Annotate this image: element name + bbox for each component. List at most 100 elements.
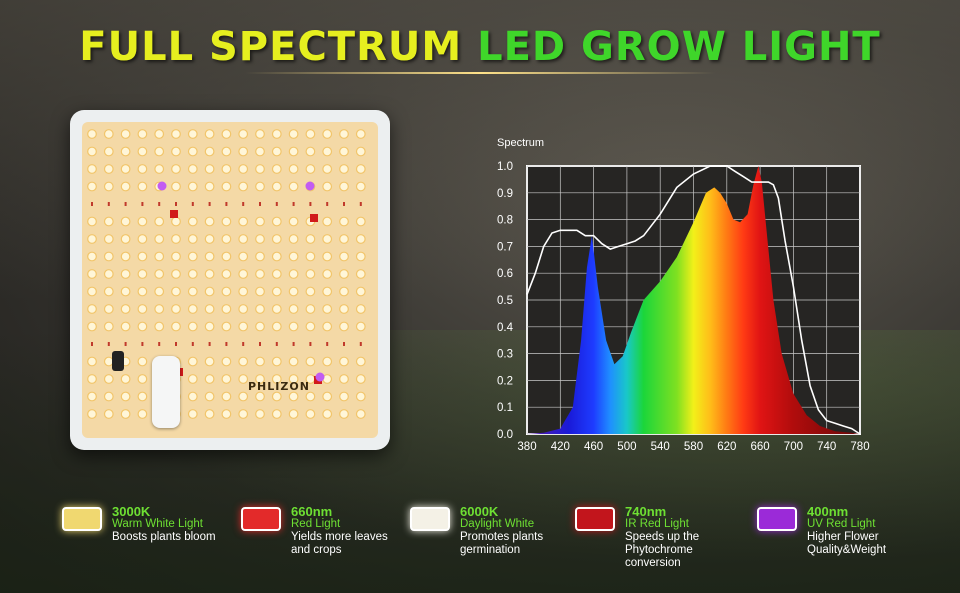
white-led [339,269,349,279]
white-led [120,234,131,244]
white-led [355,409,366,419]
white-led [87,146,97,157]
white-led [204,391,215,402]
white-led [305,234,316,244]
white-led [305,269,316,279]
white-led [339,146,349,157]
x-tick-label: 700 [784,441,803,453]
white-led [238,181,249,192]
title-underline [245,72,715,74]
white-led [103,146,114,157]
white-led [288,216,299,227]
x-tick-label: 420 [551,441,570,453]
white-led [322,321,333,332]
white-led [322,304,333,314]
ir-diode [175,342,177,346]
white-led [339,251,349,262]
white-led [204,164,215,174]
white-led [154,321,165,332]
white-led [87,129,97,139]
spectrum-chart: Spectrum 0.0 0.1 0.2 0.3 0.4 0.5 0.6 0.7 0.8 0.9 1… [470,130,880,460]
white-led [271,286,282,297]
white-led [187,216,198,227]
white-led [171,129,181,139]
white-led [238,164,249,174]
ir-diode [359,202,362,206]
white-led [271,356,282,367]
white-led [238,129,249,139]
white-led [137,391,148,402]
white-led [255,129,265,139]
y-tick-label: 0.6 [497,268,513,280]
ir-diode [107,342,110,346]
white-led [271,374,282,384]
white-led [120,304,131,314]
white-led [238,304,249,314]
legend-subtitle: Red Light [291,518,341,530]
white-led [120,146,131,157]
white-led [305,356,316,367]
white-led [305,164,316,174]
white-led [120,286,131,297]
white-led [288,304,299,314]
white-led [171,181,181,192]
white-led [355,374,366,384]
white-led [255,164,265,174]
white-led [271,234,282,244]
white-led [137,234,148,244]
white-led [322,181,333,192]
white-led [271,269,282,279]
white-led [187,129,198,139]
ir-diode [91,202,93,206]
white-led [221,321,232,332]
white-led [322,409,333,419]
white-led [288,234,299,244]
white-led [154,286,165,297]
y-tick-label: 1.0 [497,161,513,173]
white-led [322,234,333,244]
white-led [339,234,349,244]
white-led [322,164,333,174]
white-led [120,409,131,419]
white-led [204,181,215,192]
white-led [255,146,265,157]
legend-text: 660nm Red Light Yields more leaves and crop… [291,505,411,557]
legend-subtitle: UV Red Light [807,518,876,530]
white-led [87,356,97,367]
white-led [271,321,282,332]
legend-subtitle: Warm White Light [112,518,203,530]
legend-heading: 3000K [112,504,151,519]
legend-swatch [410,507,450,531]
white-led [288,374,299,384]
white-led [221,216,232,227]
white-led [355,286,366,297]
white-led [255,304,265,314]
white-led [305,304,316,314]
chart-title: Spectrum [497,137,544,149]
legend-heading: 400nm [807,504,849,519]
ir-diode [292,342,295,346]
uv-led [315,372,325,382]
white-led [339,181,349,192]
white-led [120,129,131,139]
white-led [103,409,114,419]
white-led [255,356,265,367]
white-led [339,216,349,227]
ir-diode [158,202,161,206]
white-led [221,409,232,419]
white-led [187,164,198,174]
white-led [271,216,282,227]
white-led [221,251,232,262]
white-led [87,374,97,384]
led-array [87,129,366,419]
ir-diode [259,342,261,346]
white-led [137,146,148,157]
white-led [187,409,198,419]
white-led [103,321,114,332]
white-led [322,286,333,297]
white-led [221,269,232,279]
ir-diode [208,342,211,346]
y-tick-label: 0.5 [497,295,513,307]
legend-heading: 6000K [460,504,499,519]
x-tick-label: 540 [651,441,670,453]
